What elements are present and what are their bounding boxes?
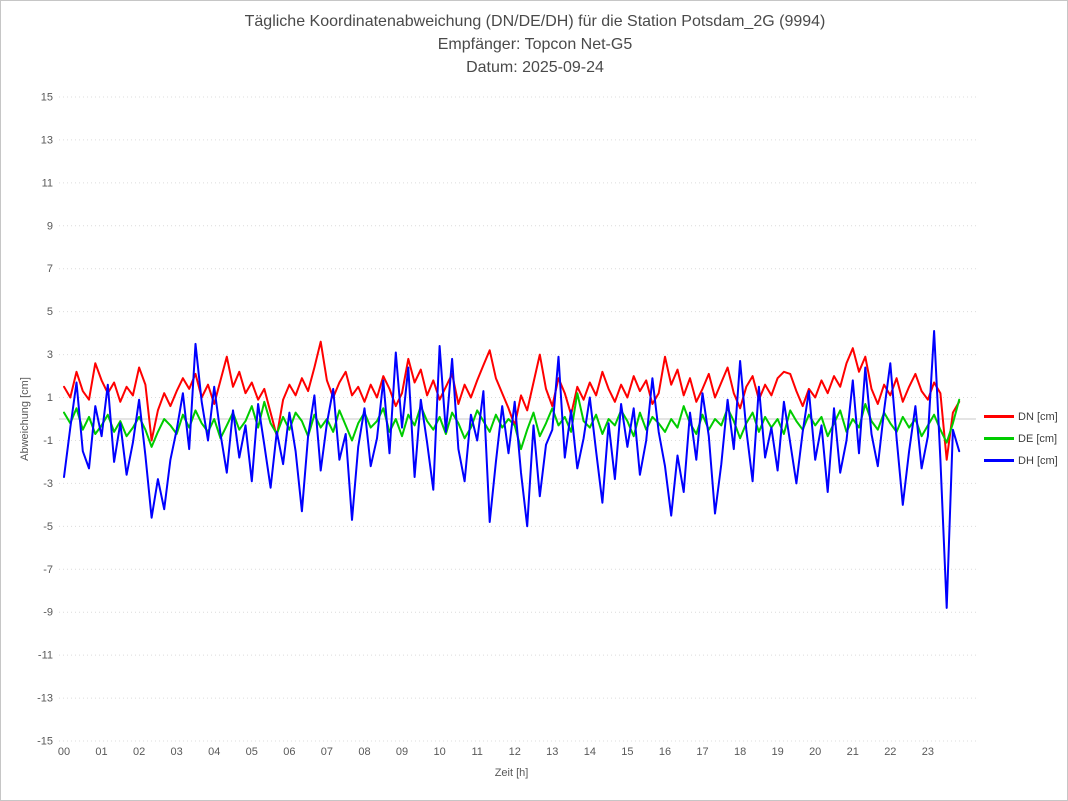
legend-line-swatch-dn: [984, 415, 1014, 418]
legend-item-dh: DH [cm]: [984, 454, 1058, 467]
chart-subtitle-date: Datum: 2025-09-24: [466, 59, 604, 76]
chart-subtitle-receiver: Empfänger: Topcon Net-G5: [437, 36, 633, 53]
x-tick-label: 03: [171, 746, 183, 758]
x-tick-label: 22: [884, 746, 896, 758]
x-tick-label: 10: [433, 746, 445, 758]
x-tick-label: 18: [734, 746, 746, 758]
y-tick-label: -11: [38, 650, 53, 662]
y-tick-label: 7: [47, 263, 53, 275]
legend-label-dn: DN [cm]: [1018, 410, 1058, 423]
x-tick-label: 13: [546, 746, 558, 758]
legend-item-de: DE [cm]: [984, 432, 1058, 445]
x-tick-label: 17: [696, 746, 708, 758]
x-tick-label: 05: [246, 746, 258, 758]
x-tick-label: 11: [471, 746, 482, 758]
x-tick-label: 20: [809, 746, 821, 758]
x-tick-label: 19: [772, 746, 784, 758]
x-tick-label: 06: [283, 746, 295, 758]
x-tick-label: 08: [358, 746, 370, 758]
x-tick-label: 04: [208, 746, 220, 758]
y-axis-title: Abweichung [cm]: [19, 377, 31, 461]
x-tick-label: 21: [847, 746, 859, 758]
legend-label-dh: DH [cm]: [1018, 454, 1058, 467]
legend-label-de: DE [cm]: [1018, 432, 1058, 445]
x-tick-label: 07: [321, 746, 333, 758]
series-line-dn: [63, 340, 961, 461]
y-tick-label: 1: [47, 392, 53, 404]
x-tick-label: 12: [509, 746, 521, 758]
x-axis-title: Zeit [h]: [494, 767, 529, 779]
legend-line-swatch-de: [984, 437, 1014, 440]
series-line-dh: [63, 330, 961, 609]
chart-title: Tägliche Koordinatenabweichung (DN/DE/DH…: [244, 13, 826, 30]
y-tick-label: 15: [41, 91, 53, 103]
y-tick-label: 3: [47, 349, 53, 361]
y-tick-label: -13: [37, 693, 53, 705]
y-tick-label: -1: [43, 435, 53, 447]
x-tick-label: 15: [621, 746, 633, 758]
x-tick-label: 14: [584, 746, 596, 758]
legend-item-dn: DN [cm]: [984, 410, 1058, 423]
legend: DN [cm] DE [cm] DH [cm]: [984, 410, 1058, 467]
y-tick-label: 13: [41, 134, 53, 146]
y-tick-label: -5: [43, 521, 53, 533]
x-tick-label: 00: [58, 746, 70, 758]
x-tick-label: 02: [133, 746, 145, 758]
y-tick-label: 5: [47, 306, 53, 318]
x-tick-label: 01: [95, 746, 107, 758]
x-tick-label: 16: [659, 746, 671, 758]
y-tick-label: 9: [47, 220, 53, 232]
x-tick-label: 23: [922, 746, 934, 758]
y-tick-label: -7: [43, 564, 53, 576]
y-tick-label: -3: [43, 478, 53, 490]
y-tick-label: -9: [43, 607, 53, 619]
y-tick-label: 11: [42, 177, 53, 189]
chart-title-block: Tägliche Koordinatenabweichung (DN/DE/DH…: [1, 10, 1067, 79]
legend-line-swatch-dh: [984, 459, 1014, 462]
x-tick-label: 09: [396, 746, 408, 758]
y-tick-label: -15: [37, 736, 53, 748]
series-line-de: [63, 392, 961, 451]
